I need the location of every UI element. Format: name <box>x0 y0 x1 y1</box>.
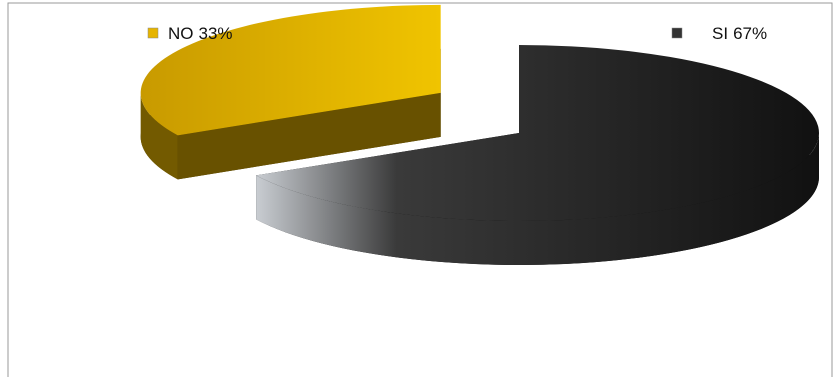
legend: NO 33% SI 67% <box>147 24 767 43</box>
legend-marker <box>147 27 159 39</box>
slice <box>256 45 819 221</box>
slice-edge <box>177 92 441 180</box>
plot-area <box>140 4 819 265</box>
legend-value: 67% <box>733 24 767 43</box>
legend-label: SI 67% <box>712 24 767 43</box>
slice-side <box>140 92 178 180</box>
legend-name: SI <box>712 24 728 43</box>
legend-marker <box>671 27 683 39</box>
slice-side <box>256 133 819 265</box>
frame <box>7 2 833 377</box>
legend-name: NO <box>168 24 194 43</box>
slice <box>140 4 441 136</box>
legend-value: 33% <box>199 24 233 43</box>
legend-label: NO 33% <box>168 24 233 43</box>
